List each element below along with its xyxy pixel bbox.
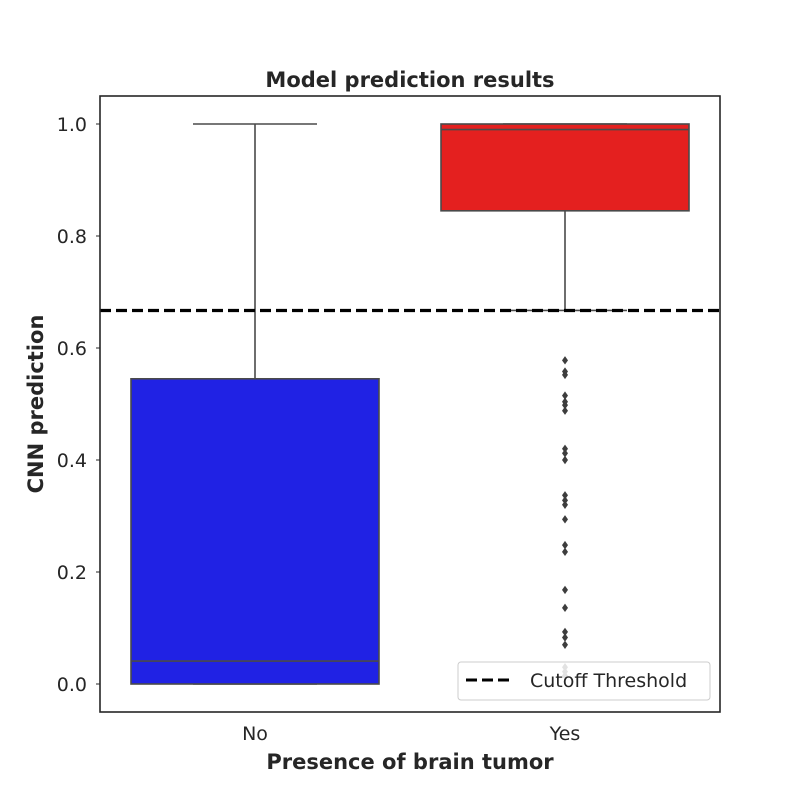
- outlier-point: [562, 496, 568, 505]
- outlier-point: [562, 500, 568, 509]
- outlier-point: [562, 515, 568, 524]
- y-tick-label: 0.0: [57, 674, 87, 696]
- y-tick-label: 0.4: [57, 450, 87, 472]
- box-iqr: [440, 123, 690, 212]
- outlier-point: [562, 627, 568, 637]
- y-tick-label: 1.0: [57, 114, 87, 136]
- box-group-yes: [440, 123, 690, 680]
- outlier-point: [562, 455, 568, 465]
- outlier-point: [562, 406, 568, 415]
- x-axis-ticks: No Yes: [242, 723, 580, 745]
- outlier-point: [562, 640, 568, 649]
- outlier-point: [562, 585, 568, 595]
- legend-label: Cutoff Threshold: [530, 670, 687, 692]
- y-tick-label: 0.8: [57, 226, 87, 248]
- x-tick-label: No: [242, 723, 268, 745]
- x-tick-label: Yes: [549, 723, 581, 745]
- y-tick-label: 0.6: [57, 338, 87, 360]
- outlier-point: [562, 540, 568, 550]
- legend: Cutoff Threshold: [457, 661, 711, 701]
- outlier-point: [562, 603, 568, 613]
- plot-area: [100, 123, 720, 685]
- outlier-point: [562, 356, 568, 365]
- outlier-point: [562, 444, 568, 453]
- box-group-no: [130, 123, 380, 685]
- y-tick-label: 0.2: [57, 562, 87, 584]
- legend-frame: [457, 661, 711, 701]
- outlier-point: [562, 547, 568, 557]
- outlier-point: [562, 449, 568, 458]
- box-iqr: [130, 377, 380, 685]
- y-axis-ticks: 0.0 0.2 0.4 0.6 0.8 1.0: [57, 114, 100, 696]
- x-axis-label: Presence of brain tumor: [266, 750, 554, 774]
- chart-title: Model prediction results: [265, 68, 554, 92]
- outlier-point: [562, 400, 568, 410]
- outlier-point: [562, 491, 568, 500]
- outlier-point: [562, 633, 568, 642]
- y-axis-label: CNN prediction: [24, 315, 48, 494]
- plot-frame: [99, 95, 721, 713]
- outlier-point: [562, 391, 568, 400]
- outlier-point: [562, 370, 568, 380]
